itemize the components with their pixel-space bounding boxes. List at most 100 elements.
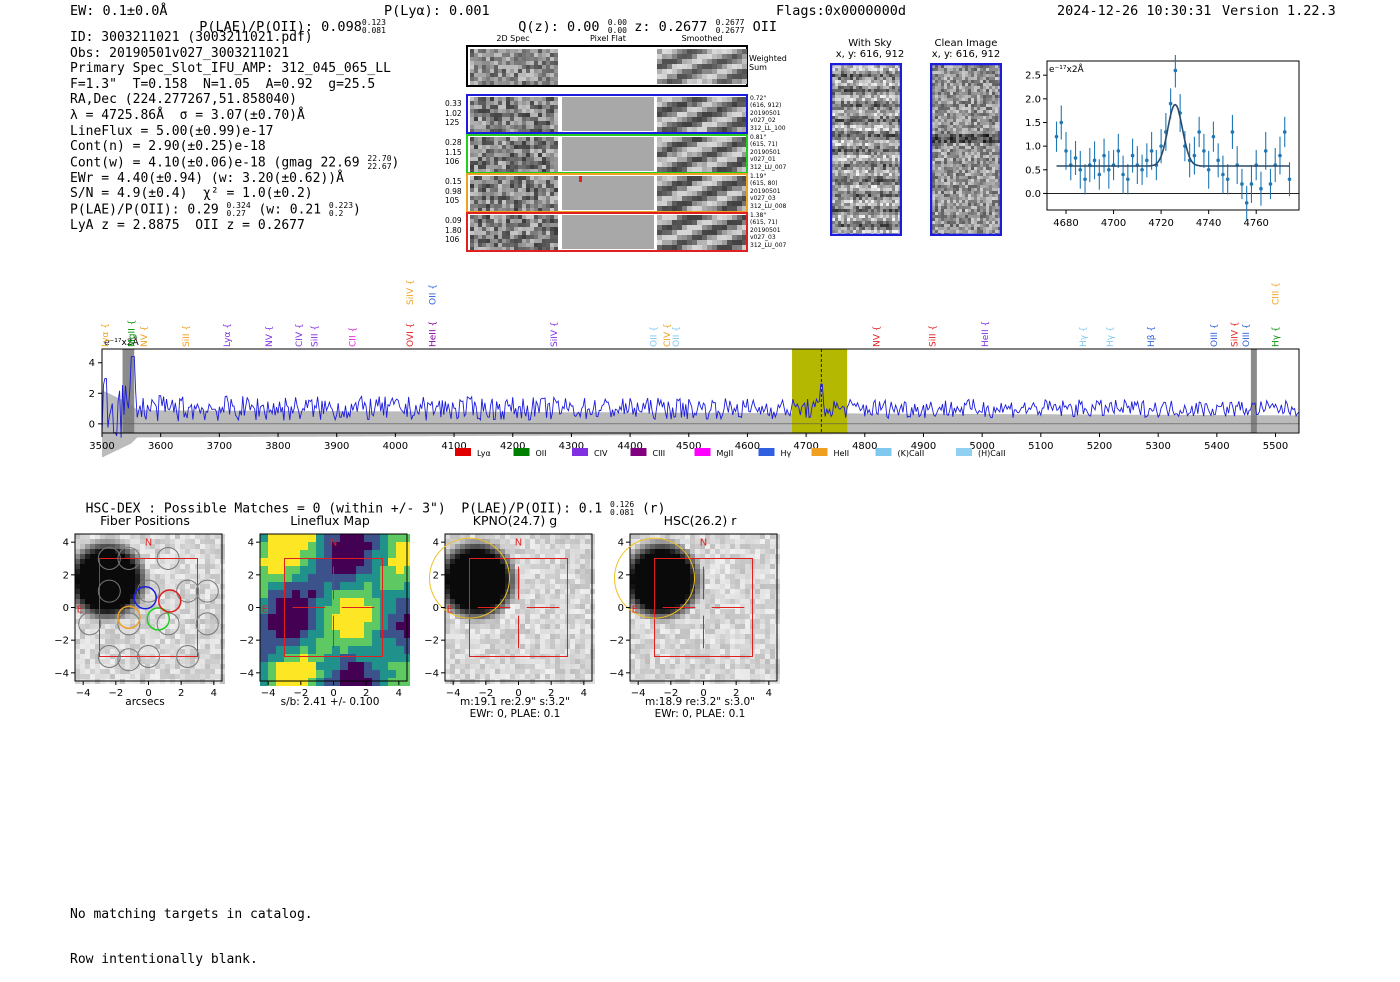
image-pixel [986, 68, 989, 71]
noise-pixel [737, 79, 742, 84]
noise-pixel [667, 122, 672, 127]
image-pixel [865, 170, 868, 173]
image-pixel [853, 224, 856, 227]
legend-label: OII [536, 449, 547, 458]
image-pixel [892, 176, 895, 179]
panel-pixel [105, 539, 110, 544]
image-pixel [941, 128, 944, 131]
noise-pixel [506, 153, 510, 157]
image-pixel [844, 227, 847, 230]
image-pixel [856, 113, 859, 116]
noise-pixel [470, 161, 474, 165]
image-pixel [971, 206, 974, 209]
noise-pixel [530, 97, 534, 101]
image-pixel [835, 146, 838, 149]
image-pixel [938, 155, 941, 158]
image-pixel [844, 209, 847, 212]
noise-pixel [702, 235, 707, 240]
noise-pixel [727, 220, 732, 225]
with-sky-label: With Sky [820, 38, 920, 49]
noise-pixel [662, 181, 667, 186]
image-pixel [932, 107, 935, 110]
image-pixel [980, 206, 983, 209]
image-pixel [980, 173, 983, 176]
noise-pixel [534, 77, 538, 81]
noise-pixel [727, 230, 732, 235]
image-pixel [989, 125, 992, 128]
image-pixel [895, 164, 898, 167]
image-pixel [871, 212, 874, 215]
image-pixel [889, 65, 892, 68]
image-pixel [832, 176, 835, 179]
noise-pixel [667, 117, 672, 122]
image-pixel [953, 125, 956, 128]
image-pixel [874, 104, 877, 107]
fit-point [1150, 149, 1154, 153]
image-pixel [886, 119, 889, 122]
noise-pixel [712, 235, 717, 240]
image-pixel [935, 206, 938, 209]
image-pixel [953, 104, 956, 107]
noise-pixel [732, 152, 737, 157]
noise-pixel [722, 122, 727, 127]
image-pixel [844, 65, 847, 68]
noise-pixel [732, 167, 737, 172]
image-pixel [889, 113, 892, 116]
noise-pixel [727, 162, 732, 167]
panel-pixel [200, 594, 205, 599]
noise-pixel [482, 235, 486, 239]
image-pixel [868, 200, 871, 203]
noise-pixel [546, 77, 550, 81]
image-pixel [856, 197, 859, 200]
noise-pixel [717, 127, 722, 132]
cutout-row-left-value: 0.09 [445, 216, 462, 226]
noise-pixel [490, 81, 494, 85]
noise-pixel [470, 157, 474, 161]
noise-pixel [526, 73, 530, 77]
image-pixel [880, 110, 883, 113]
fit-point [1074, 156, 1078, 160]
noise-pixel [542, 97, 546, 101]
panel-pixel [90, 559, 95, 564]
image-pixel [956, 104, 959, 107]
image-pixel [995, 125, 998, 128]
image-pixel [935, 74, 938, 77]
spectrum-xtick-label: 5300 [1145, 441, 1170, 452]
image-pixel [932, 170, 935, 173]
image-pixel [983, 71, 986, 74]
noise-pixel [506, 165, 510, 169]
image-pixel [941, 92, 944, 95]
noise-pixel [514, 165, 518, 169]
image-pixel [892, 218, 895, 221]
image-pixel [992, 95, 995, 98]
panel-pixel [125, 549, 130, 554]
image-pixel [874, 77, 877, 80]
image-pixels [832, 65, 901, 236]
spectrum-xtick-label: 4600 [735, 441, 760, 452]
noise-pixel [534, 243, 538, 247]
noise-pixel [506, 176, 510, 180]
image-pixel [950, 155, 953, 158]
noise-pixel [687, 230, 692, 235]
image-pixel [956, 191, 959, 194]
noise-pixel [522, 57, 526, 61]
image-pixel [974, 191, 977, 194]
image-pixel [850, 128, 853, 131]
image-pixel [989, 176, 992, 179]
image-pixel [856, 89, 859, 92]
noise-pixel [717, 181, 722, 186]
image-pixel [883, 230, 886, 233]
noise-pixel [538, 81, 542, 85]
noise-pixel [518, 145, 522, 149]
image-pixel [986, 173, 989, 176]
panel-pixel [145, 594, 150, 599]
image-pixel [844, 158, 847, 161]
image-pixel [971, 101, 974, 104]
noise-pixel [522, 176, 526, 180]
image-pixel [977, 227, 980, 230]
noise-pixel [518, 188, 522, 192]
noise-pixel [538, 141, 542, 145]
panel-pixel [90, 574, 95, 579]
image-pixel [932, 227, 935, 230]
